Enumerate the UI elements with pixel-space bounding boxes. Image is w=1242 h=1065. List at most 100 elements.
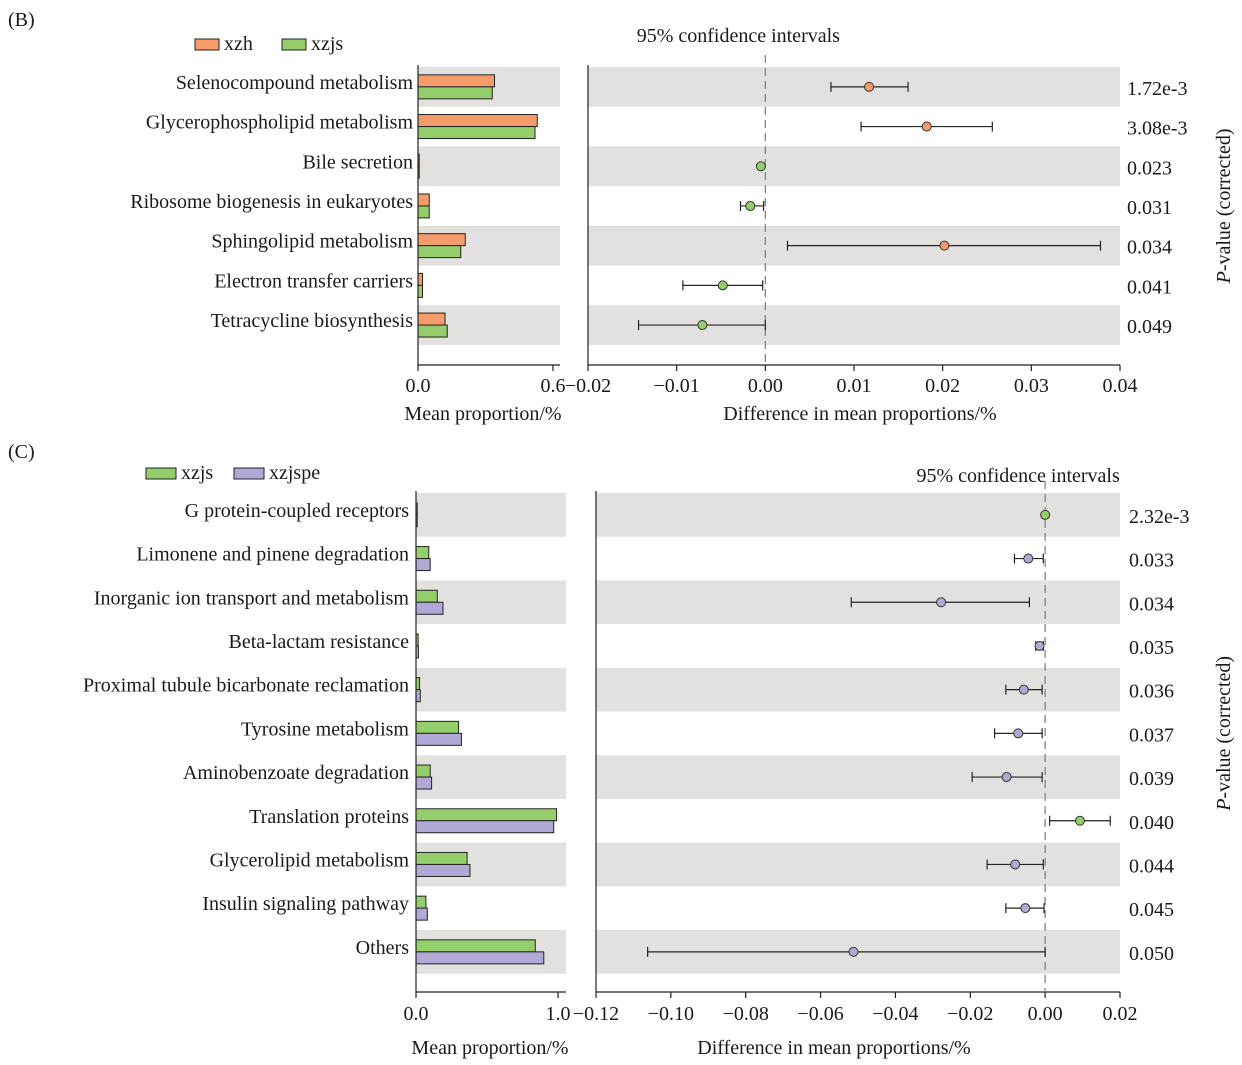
legend-swatch-xzjs [281, 38, 307, 51]
category-label: Beta-lactam resistance [229, 631, 410, 653]
category-label: Glycerolipid metabolism [210, 849, 410, 871]
ci-point-xzh [939, 240, 950, 251]
bar-xzh [417, 272, 423, 286]
panel-1: (C) xzjs xzjspe G protein-coupled receptors… [8, 441, 1235, 1059]
p-value: 0.036 [1129, 681, 1174, 703]
ci-point-xzh [921, 121, 932, 132]
bar-xzjs [417, 324, 448, 338]
category-label: Inorganic ion transport and metabolism [94, 587, 410, 609]
panel-0: (B) xzh xzjs Selenocompound metabolism Glyce… [8, 9, 1235, 425]
ci-point-xzjs [1074, 815, 1085, 826]
bar-xzjspe [415, 601, 444, 615]
category-label: Limonene and pinene degradation [136, 544, 409, 566]
panel-label: (C) [8, 441, 35, 463]
legend-label-xzjs: xzjs [311, 33, 343, 55]
diff-tick-label: −0.10 [648, 1003, 694, 1025]
p-value: 0.033 [1129, 550, 1174, 572]
legend-label-xzjs: xzjs [181, 462, 213, 484]
bar-xzjspe [415, 863, 471, 877]
bar-xzh [417, 114, 538, 128]
bar-xzjspe [415, 689, 421, 703]
p-value: 0.040 [1129, 812, 1174, 834]
ci-title: 95% confidence intervals [917, 465, 1120, 487]
bar-xzjs [415, 851, 468, 865]
category-label: Glycerophospholipid metabolism [146, 112, 414, 134]
p-value: 0.034 [1127, 237, 1172, 259]
bar-xzjspe [415, 776, 433, 790]
bar-xzjs [417, 284, 423, 298]
ci-point-xzjspe [1020, 903, 1031, 914]
diff-x-label: Difference in mean proportions/% [723, 403, 996, 425]
p-value: 0.037 [1129, 724, 1174, 746]
category-label: Ribosome biogenesis in eukaryotes [130, 191, 413, 213]
bar-xzjs [415, 720, 460, 734]
row-band-left [416, 493, 566, 537]
ci-point-xzjs [697, 320, 708, 331]
diff-tick-label: −0.02 [947, 1003, 993, 1025]
ci-point-xzh [864, 81, 875, 92]
p-value: 0.050 [1129, 943, 1174, 965]
diff-x-label: Difference in mean proportions/% [697, 1037, 970, 1059]
ci-point-xzjspe [1023, 553, 1034, 564]
ci-point-xzjspe [1001, 772, 1012, 783]
p-value: 1.72e-3 [1127, 78, 1188, 100]
diff-tick-label: 0.01 [837, 375, 872, 397]
mp-tick-label: 0.0 [406, 375, 431, 397]
bar-xzh [417, 193, 430, 207]
p-axis-label: P-value (corrected) [1213, 128, 1235, 284]
category-label: Tetracycline biosynthesis [211, 310, 414, 332]
mp-tick-label: 0.0 [404, 1003, 429, 1025]
row-band-left [416, 667, 566, 712]
row-band-left [418, 146, 560, 187]
row-band-right [596, 493, 1120, 537]
mp-tick-label: 1.0 [546, 1003, 571, 1025]
bar-xzjspe [415, 951, 545, 965]
diff-tick-label: 0.02 [1103, 1003, 1138, 1025]
diff-tick-label: −0.04 [872, 1003, 918, 1025]
bar-xzjspe [415, 907, 428, 921]
ci-point-xzjs [717, 280, 728, 291]
row-band-right [588, 146, 1120, 187]
bar-xzh [417, 74, 495, 88]
diff-tick-label: −0.02 [565, 375, 611, 397]
p-axis-label-rest: -value (corrected) [1213, 656, 1235, 799]
p-axis-label-italic: P [1213, 271, 1235, 284]
ci-title: 95% confidence intervals [637, 25, 840, 47]
p-value: 2.32e-3 [1129, 506, 1190, 528]
legend-swatch-xzh [194, 38, 220, 51]
category-label: Translation proteins [249, 806, 409, 828]
bar-xzjs [417, 126, 536, 140]
ci-point-xzjs [745, 200, 756, 211]
p-value: 0.039 [1129, 768, 1174, 790]
ci-point-xzjspe [1034, 640, 1045, 651]
ci-point-xzjs [755, 161, 766, 172]
ci-point-xzjs [1040, 509, 1051, 520]
category-label: Sphingolipid metabolism [211, 231, 413, 253]
bar-xzjspe [415, 820, 555, 834]
legend-swatch-xzjspe [233, 467, 265, 480]
diff-tick-label: 0.00 [1028, 1003, 1063, 1025]
bar-xzjs [417, 245, 462, 259]
bar-xzjspe [415, 558, 431, 572]
mp-tick-label: 0.6 [541, 375, 566, 397]
p-value: 0.035 [1129, 637, 1174, 659]
diff-tick-label: −0.08 [723, 1003, 769, 1025]
category-label: Bile secretion [302, 151, 413, 173]
mp-x-label: Mean proportion/% [411, 1037, 568, 1059]
bar-xzh [417, 233, 466, 247]
bar-xzjs [415, 808, 558, 822]
diff-tick-label: 0.02 [925, 375, 960, 397]
bar-xzh [417, 312, 446, 326]
ci-point-xzjspe [1018, 684, 1029, 695]
p-value: 0.034 [1129, 593, 1174, 615]
p-value: 0.049 [1127, 316, 1172, 338]
p-value: 0.045 [1129, 899, 1174, 921]
p-value: 3.08e-3 [1127, 118, 1188, 140]
p-axis-label-italic: P [1213, 799, 1235, 812]
p-value: 0.044 [1129, 855, 1174, 877]
ci-point-xzjspe [1013, 728, 1024, 739]
category-label: Proximal tubule bicarbonate reclamation [83, 675, 409, 697]
bar-xzjs [415, 895, 427, 909]
panel-label: (B) [8, 9, 35, 31]
